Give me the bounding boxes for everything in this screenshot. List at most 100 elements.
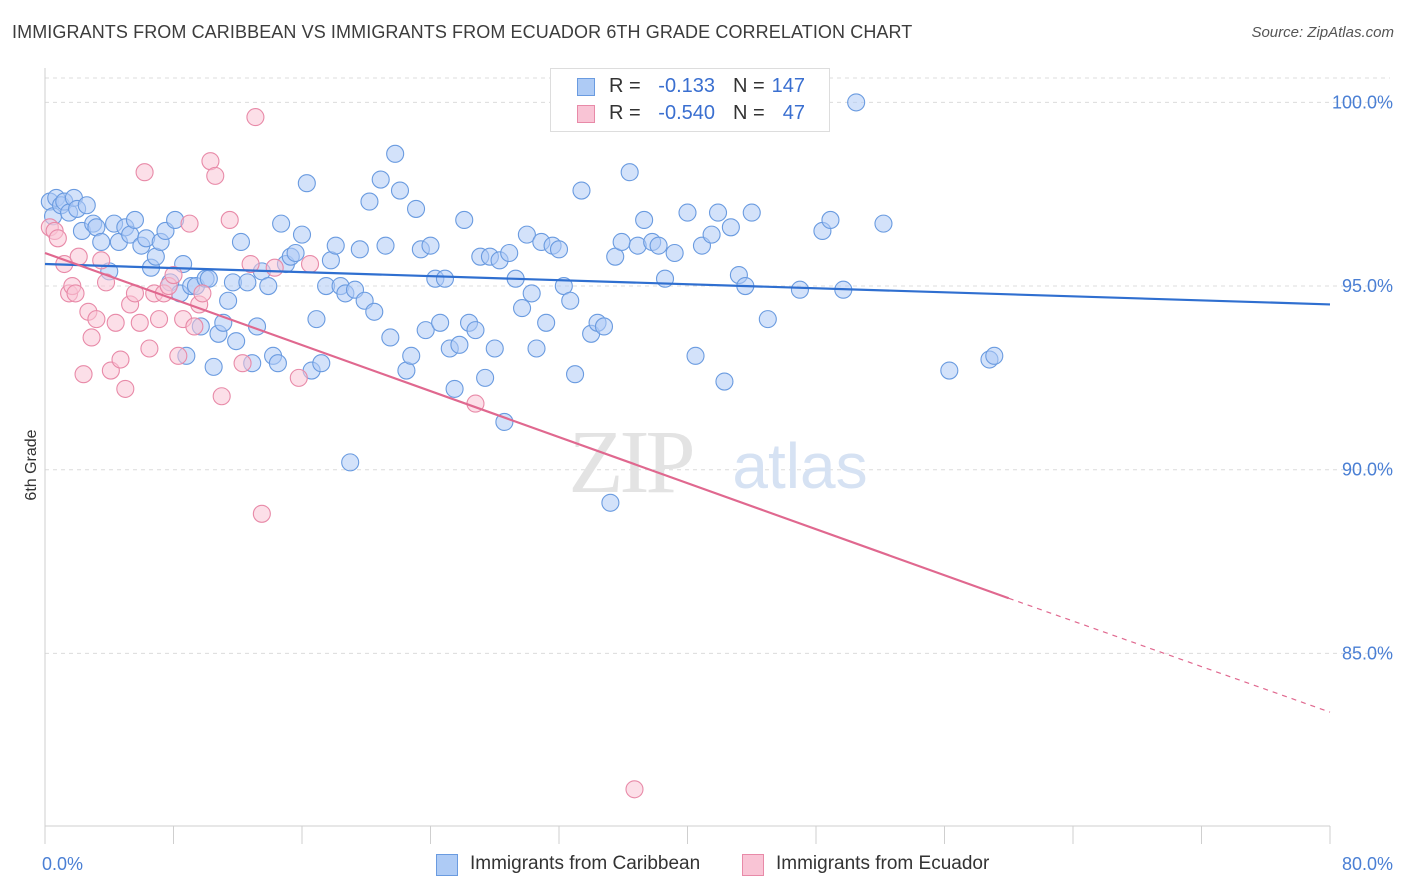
data-point	[252, 504, 271, 523]
data-point	[350, 240, 369, 259]
data-point	[231, 232, 251, 252]
data-point	[790, 280, 809, 299]
data-point	[135, 163, 154, 182]
data-point	[513, 299, 532, 318]
data-point	[48, 229, 67, 248]
data-point	[485, 339, 504, 358]
source-label: Source: ZipAtlas.com	[1251, 24, 1394, 41]
data-point	[312, 354, 331, 373]
series-points-caribbean	[40, 93, 1004, 512]
data-point	[204, 357, 223, 376]
data-point	[371, 170, 390, 189]
data-point	[92, 232, 111, 252]
data-point	[246, 108, 265, 127]
data-point	[517, 225, 536, 244]
data-point	[435, 269, 455, 288]
x-tick-label: 80.0%	[1342, 854, 1393, 874]
data-point	[116, 379, 135, 398]
data-point	[386, 144, 405, 163]
data-point	[268, 354, 287, 373]
data-point	[185, 317, 204, 336]
data-point	[376, 236, 395, 255]
data-point	[665, 243, 684, 263]
data-point	[193, 284, 212, 303]
data-point	[549, 240, 569, 259]
data-point	[450, 335, 469, 354]
data-point	[341, 453, 360, 472]
data-point	[360, 192, 379, 211]
data-point	[421, 236, 440, 255]
legend-swatch-ecuador	[577, 105, 595, 123]
legend-swatch-caribbean	[577, 78, 595, 96]
data-point	[286, 243, 305, 263]
data-point	[686, 346, 705, 365]
series-swatch-caribbean	[436, 854, 458, 876]
data-point	[620, 163, 639, 182]
data-point	[169, 346, 188, 365]
data-point	[445, 379, 464, 398]
data-point	[390, 181, 410, 200]
data-point	[406, 199, 426, 218]
legend-n-label: N =	[733, 102, 765, 124]
legend-r-label: R =	[609, 102, 641, 124]
data-point	[292, 225, 312, 244]
data-point	[77, 196, 96, 215]
data-point	[522, 284, 541, 303]
data-point	[300, 254, 320, 274]
data-point	[758, 310, 777, 329]
watermark-atlas: atlas	[732, 430, 867, 502]
data-point	[431, 313, 450, 332]
data-point	[265, 258, 284, 277]
data-point	[106, 313, 125, 332]
data-point	[140, 339, 159, 358]
data-point	[940, 361, 959, 380]
trend-line-ecuador	[44, 251, 1010, 600]
data-point	[381, 328, 400, 347]
legend-n-value: 47	[782, 102, 805, 124]
y-tick-label: 95.0%	[1342, 276, 1393, 296]
data-point	[87, 310, 106, 329]
series-swatch-ecuador	[742, 854, 764, 876]
data-point	[365, 302, 384, 321]
data-point	[125, 210, 144, 229]
legend-n-label: N =	[733, 75, 765, 97]
chart-title: IMMIGRANTS FROM CARIBBEAN VS IMMIGRANTS …	[12, 22, 913, 42]
series-points-ecuador	[40, 108, 644, 799]
data-point	[180, 214, 199, 233]
data-point	[847, 93, 866, 112]
data-point	[82, 328, 101, 347]
legend-n-value: 147	[771, 75, 805, 97]
y-tick-label: 100.0%	[1332, 92, 1393, 112]
series-label-ecuador: Immigrants from Ecuador	[776, 853, 990, 874]
data-point	[625, 780, 644, 799]
data-point	[742, 203, 761, 222]
data-points	[40, 93, 1004, 799]
data-point	[233, 354, 252, 373]
data-point	[227, 332, 246, 351]
data-point	[466, 321, 485, 340]
data-point	[678, 203, 697, 222]
data-point	[721, 218, 740, 237]
data-point	[149, 310, 169, 329]
y-tick-label: 85.0%	[1342, 643, 1393, 663]
series-legend: Immigrants from Caribbean Immigrants fro…	[0, 852, 1406, 878]
data-point	[241, 254, 260, 274]
data-point	[708, 203, 728, 222]
data-point	[594, 317, 614, 336]
data-point	[272, 214, 291, 233]
data-point	[537, 313, 556, 332]
data-point	[416, 321, 435, 340]
data-point	[220, 210, 239, 229]
legend-row-caribbean: R = -0.133 N = 147	[551, 75, 829, 99]
data-point	[455, 210, 474, 229]
data-point	[612, 232, 631, 252]
legend-row-ecuador: R = -0.540 N = 47	[551, 102, 829, 126]
data-point	[164, 265, 183, 285]
data-point	[212, 387, 231, 406]
data-point	[821, 210, 840, 229]
data-point	[238, 273, 257, 292]
x-tick-label: 0.0%	[42, 854, 83, 874]
data-point	[527, 339, 546, 358]
trend-line-extension	[1008, 597, 1331, 713]
